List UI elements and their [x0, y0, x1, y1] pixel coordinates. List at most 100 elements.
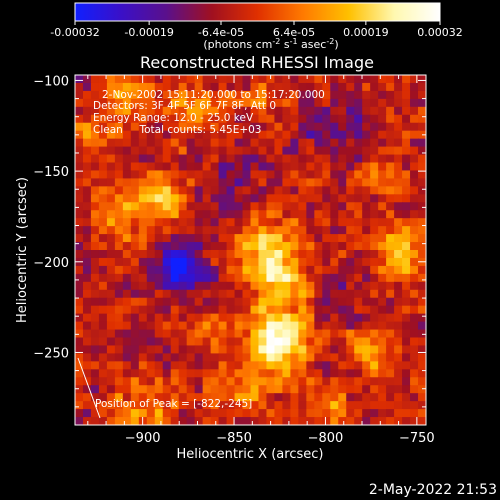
heatmap-cell: [346, 361, 355, 370]
heatmap-cell: [242, 154, 252, 164]
heatmap-cell: [314, 265, 323, 275]
heatmap-cell: [274, 345, 284, 354]
heatmap-cell: [106, 75, 116, 84]
heatmap-cell: [186, 305, 196, 315]
heatmap-cell: [362, 138, 371, 148]
heatmap-cell: [402, 345, 411, 354]
heatmap-cell: [386, 194, 395, 203]
heatmap-cell: [322, 265, 331, 275]
heatmap-cell: [162, 257, 172, 267]
heatmap-cell: [186, 218, 196, 227]
heatmap-cell: [75, 186, 84, 195]
heatmap-cell: [234, 385, 244, 394]
heatmap-cell: [234, 194, 244, 203]
heatmap-cell: [218, 202, 228, 211]
heatmap-cell: [114, 321, 124, 331]
heatmap-cell: [258, 170, 268, 179]
heatmap-cell: [218, 75, 228, 84]
heatmap-cell: [418, 146, 426, 156]
heatmap-cell: [162, 345, 172, 354]
heatmap-cell: [154, 297, 164, 307]
heatmap-cell: [202, 305, 212, 315]
heatmap-cell: [418, 337, 426, 347]
heatmap-cell: [306, 361, 315, 370]
heatmap-cell: [362, 361, 371, 370]
heatmap-cell: [402, 242, 411, 251]
heatmap-cell: [186, 409, 196, 418]
heatmap-cell: [186, 289, 196, 299]
heatmap-cell: [210, 146, 220, 156]
heatmap-cell: [370, 305, 379, 315]
heatmap-cell: [346, 273, 355, 283]
heatmap-cell: [354, 313, 363, 323]
heatmap-cell: [114, 337, 124, 347]
heatmap-cell: [218, 257, 228, 267]
heatmap-cell: [122, 417, 132, 425]
heatmap-cell: [170, 170, 180, 179]
heatmap-cell: [370, 154, 379, 164]
heatmap-cell: [282, 417, 291, 425]
heatmap-cell: [75, 385, 84, 394]
heatmap-cell: [202, 377, 212, 386]
heatmap-cell: [186, 122, 196, 132]
heatmap-cell: [234, 75, 244, 84]
y-tick-label: −100: [33, 74, 69, 89]
heatmap-cell: [330, 234, 339, 243]
heatmap-cell: [346, 313, 355, 323]
heatmap-cell: [202, 234, 212, 243]
heatmap-cell: [306, 114, 315, 124]
heatmap-cell: [306, 321, 315, 331]
heatmap-cell: [218, 234, 228, 243]
heatmap-cell: [154, 242, 164, 251]
heatmap-cell: [114, 393, 124, 402]
heatmap-cell: [258, 409, 268, 418]
heatmap-cell: [298, 417, 307, 425]
heatmap-cell: [330, 202, 339, 211]
heatmap-cell: [122, 329, 132, 339]
heatmap-cell: [114, 257, 124, 267]
heatmap-cell: [266, 98, 276, 108]
heatmap-cell: [338, 146, 347, 156]
heatmap-cell: [370, 146, 379, 156]
heatmap-cell: [98, 75, 108, 84]
heatmap-cell: [106, 98, 116, 108]
heatmap-cell: [226, 321, 236, 331]
heatmap-cell: [354, 202, 363, 211]
heatmap-cell: [186, 273, 196, 283]
heatmap-cell: [138, 234, 148, 243]
heatmap-cell: [330, 409, 339, 418]
heatmap-cell: [258, 90, 268, 100]
heatmap-cell: [178, 162, 188, 172]
heatmap-cell: [210, 106, 220, 116]
heatmap-cell: [394, 385, 403, 394]
heatmap-cell: [386, 82, 395, 92]
heatmap-cell: [194, 170, 204, 179]
heatmap-cell: [226, 345, 236, 354]
heatmap-cell: [418, 202, 426, 211]
heatmap-cell: [138, 122, 148, 132]
heatmap-cell: [75, 329, 84, 339]
heatmap-cell: [354, 114, 363, 124]
heatmap-cell: [154, 313, 164, 323]
heatmap-cell: [410, 90, 419, 100]
heatmap-cell: [114, 353, 124, 362]
heatmap-cell: [75, 401, 84, 410]
heatmap-cell: [82, 226, 92, 235]
heatmap-cell: [386, 289, 395, 299]
heatmap-cell: [194, 194, 204, 203]
heatmap-cell: [154, 377, 164, 386]
heatmap-cell: [146, 385, 156, 394]
heatmap-cell: [130, 313, 140, 323]
heatmap-cell: [75, 122, 84, 132]
heatmap-cell: [298, 218, 307, 227]
heatmap-cell: [362, 273, 371, 283]
heatmap-cell: [75, 98, 84, 108]
heatmap-cell: [258, 226, 268, 235]
heatmap-cell: [82, 385, 92, 394]
heatmap-cell: [226, 281, 236, 291]
heatmap-cell: [322, 417, 331, 425]
heatmap-cell: [178, 361, 188, 370]
heatmap-cell: [338, 353, 347, 362]
heatmap-cell: [75, 242, 84, 251]
heatmap-cell: [162, 409, 172, 418]
